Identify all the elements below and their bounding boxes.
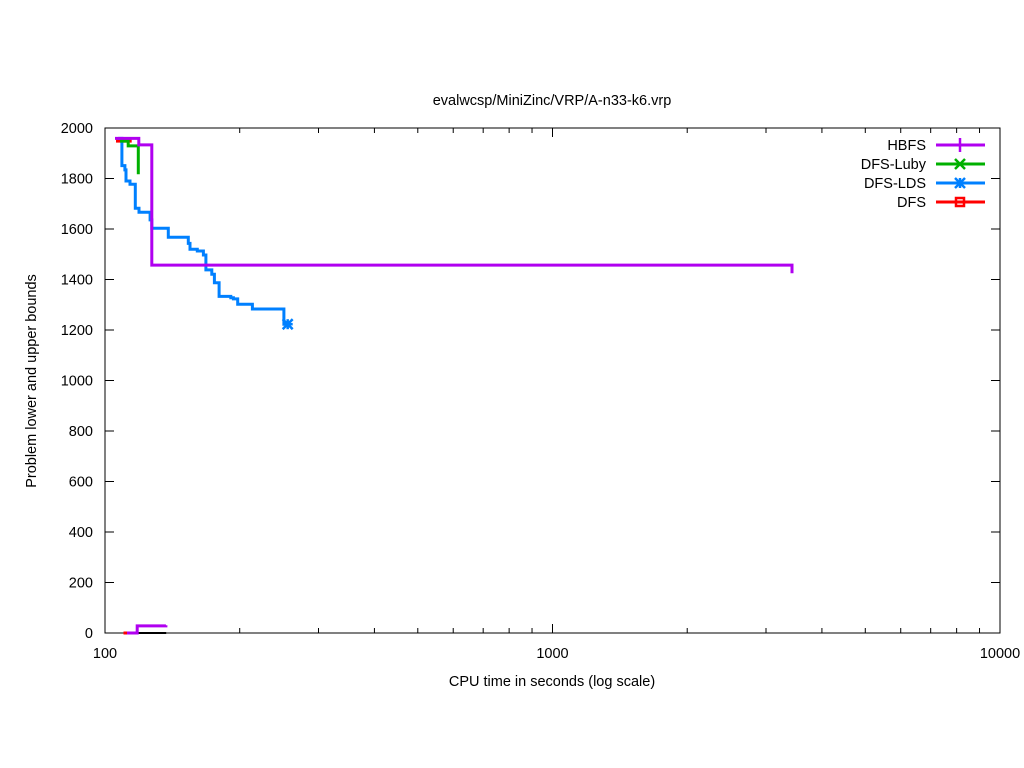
square-marker <box>954 196 966 208</box>
y-tick-label: 400 <box>69 525 93 541</box>
y-tick-label: 1600 <box>61 222 93 238</box>
y-tick-label: 1200 <box>61 323 93 339</box>
y-tick-label: 1400 <box>61 273 93 289</box>
plus-marker <box>955 138 965 152</box>
x-tick-label: 1000 <box>536 646 568 662</box>
y-tick-label: 800 <box>69 424 93 440</box>
legend-label: DFS <box>897 195 926 211</box>
x-marker <box>954 158 966 170</box>
marker-stroke <box>954 196 966 208</box>
star-marker <box>281 318 294 331</box>
legend: HBFS DFS-Luby DFS-LDS DFS <box>861 138 985 211</box>
plot-area <box>115 136 794 635</box>
star-marker <box>954 177 966 189</box>
series-dfs-lds-line <box>118 136 288 326</box>
x-tick-label: 10000 <box>980 646 1020 662</box>
series-dfs-luby-line <box>120 139 140 175</box>
axes: 0 200 400 600 800 1000 1200 1400 1600 1800 2000 100… <box>61 121 1020 662</box>
y-axis-label: Problem lower and upper bounds <box>24 274 40 488</box>
legend-label: DFS-Luby <box>861 157 927 173</box>
x-tick-label: 100 <box>93 646 117 662</box>
y-tick-label: 200 <box>69 576 93 592</box>
y-tick-label: 600 <box>69 475 93 491</box>
y-tick-label: 2000 <box>61 121 93 137</box>
y-tick-label: 1800 <box>61 172 93 188</box>
legend-label: DFS-LDS <box>864 176 926 192</box>
series-hbfs-lower-line <box>127 624 168 635</box>
y-tick-label: 0 <box>85 626 93 642</box>
plot-border <box>104 127 1001 634</box>
marker-stroke <box>954 158 966 170</box>
legend-label: HBFS <box>887 138 926 154</box>
y-tick-label: 1000 <box>61 374 93 390</box>
x-axis-label: CPU time in seconds (log scale) <box>449 674 655 690</box>
chart-title: evalwcsp/MiniZinc/VRP/A-n33-k6.vrp <box>433 93 672 109</box>
series-hbfs-line <box>115 136 794 274</box>
